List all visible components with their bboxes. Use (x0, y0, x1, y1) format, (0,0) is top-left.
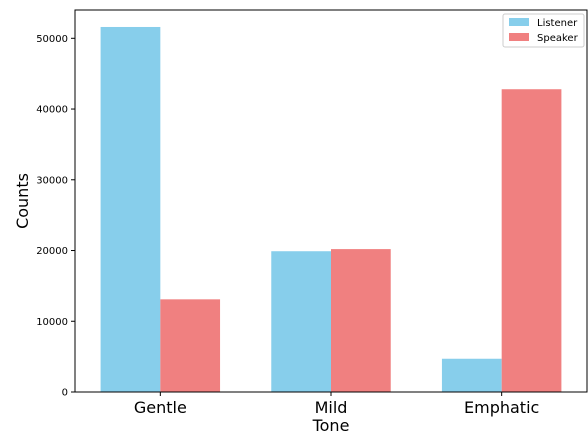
y-axis-title: Counts (13, 173, 32, 229)
bar-listener-mild (271, 251, 331, 392)
y-tick-label: 10000 (36, 317, 68, 328)
bar-speaker-emphatic (501, 89, 562, 392)
legend: Listener Speaker (502, 13, 585, 48)
y-tick-label: 0 (62, 388, 68, 399)
bar-speaker-mild (331, 249, 391, 392)
bar-listener-gentle (100, 26, 161, 392)
y-tick-label: 30000 (36, 175, 68, 186)
bar-speaker-gentle (160, 299, 221, 392)
legend-label-speaker: Speaker (537, 33, 579, 44)
y-tick-label: 20000 (36, 246, 68, 257)
bars-group (100, 26, 562, 392)
x-axis-title: Tone (312, 416, 350, 432)
x-axis: Gentle Mild Emphatic (134, 392, 539, 417)
y-axis: 0 10000 20000 30000 40000 50000 (36, 34, 75, 399)
legend-label-listener: Listener (537, 18, 578, 29)
y-tick-label: 50000 (36, 34, 68, 45)
y-tick-label: 40000 (36, 105, 68, 116)
bar-listener-emphatic (441, 358, 502, 392)
x-tick-label-gentle: Gentle (134, 398, 187, 417)
legend-swatch-speaker (509, 33, 529, 41)
legend-swatch-listener (509, 18, 529, 26)
x-tick-label-mild: Mild (315, 398, 348, 417)
x-tick-label-emphatic: Emphatic (464, 398, 539, 417)
